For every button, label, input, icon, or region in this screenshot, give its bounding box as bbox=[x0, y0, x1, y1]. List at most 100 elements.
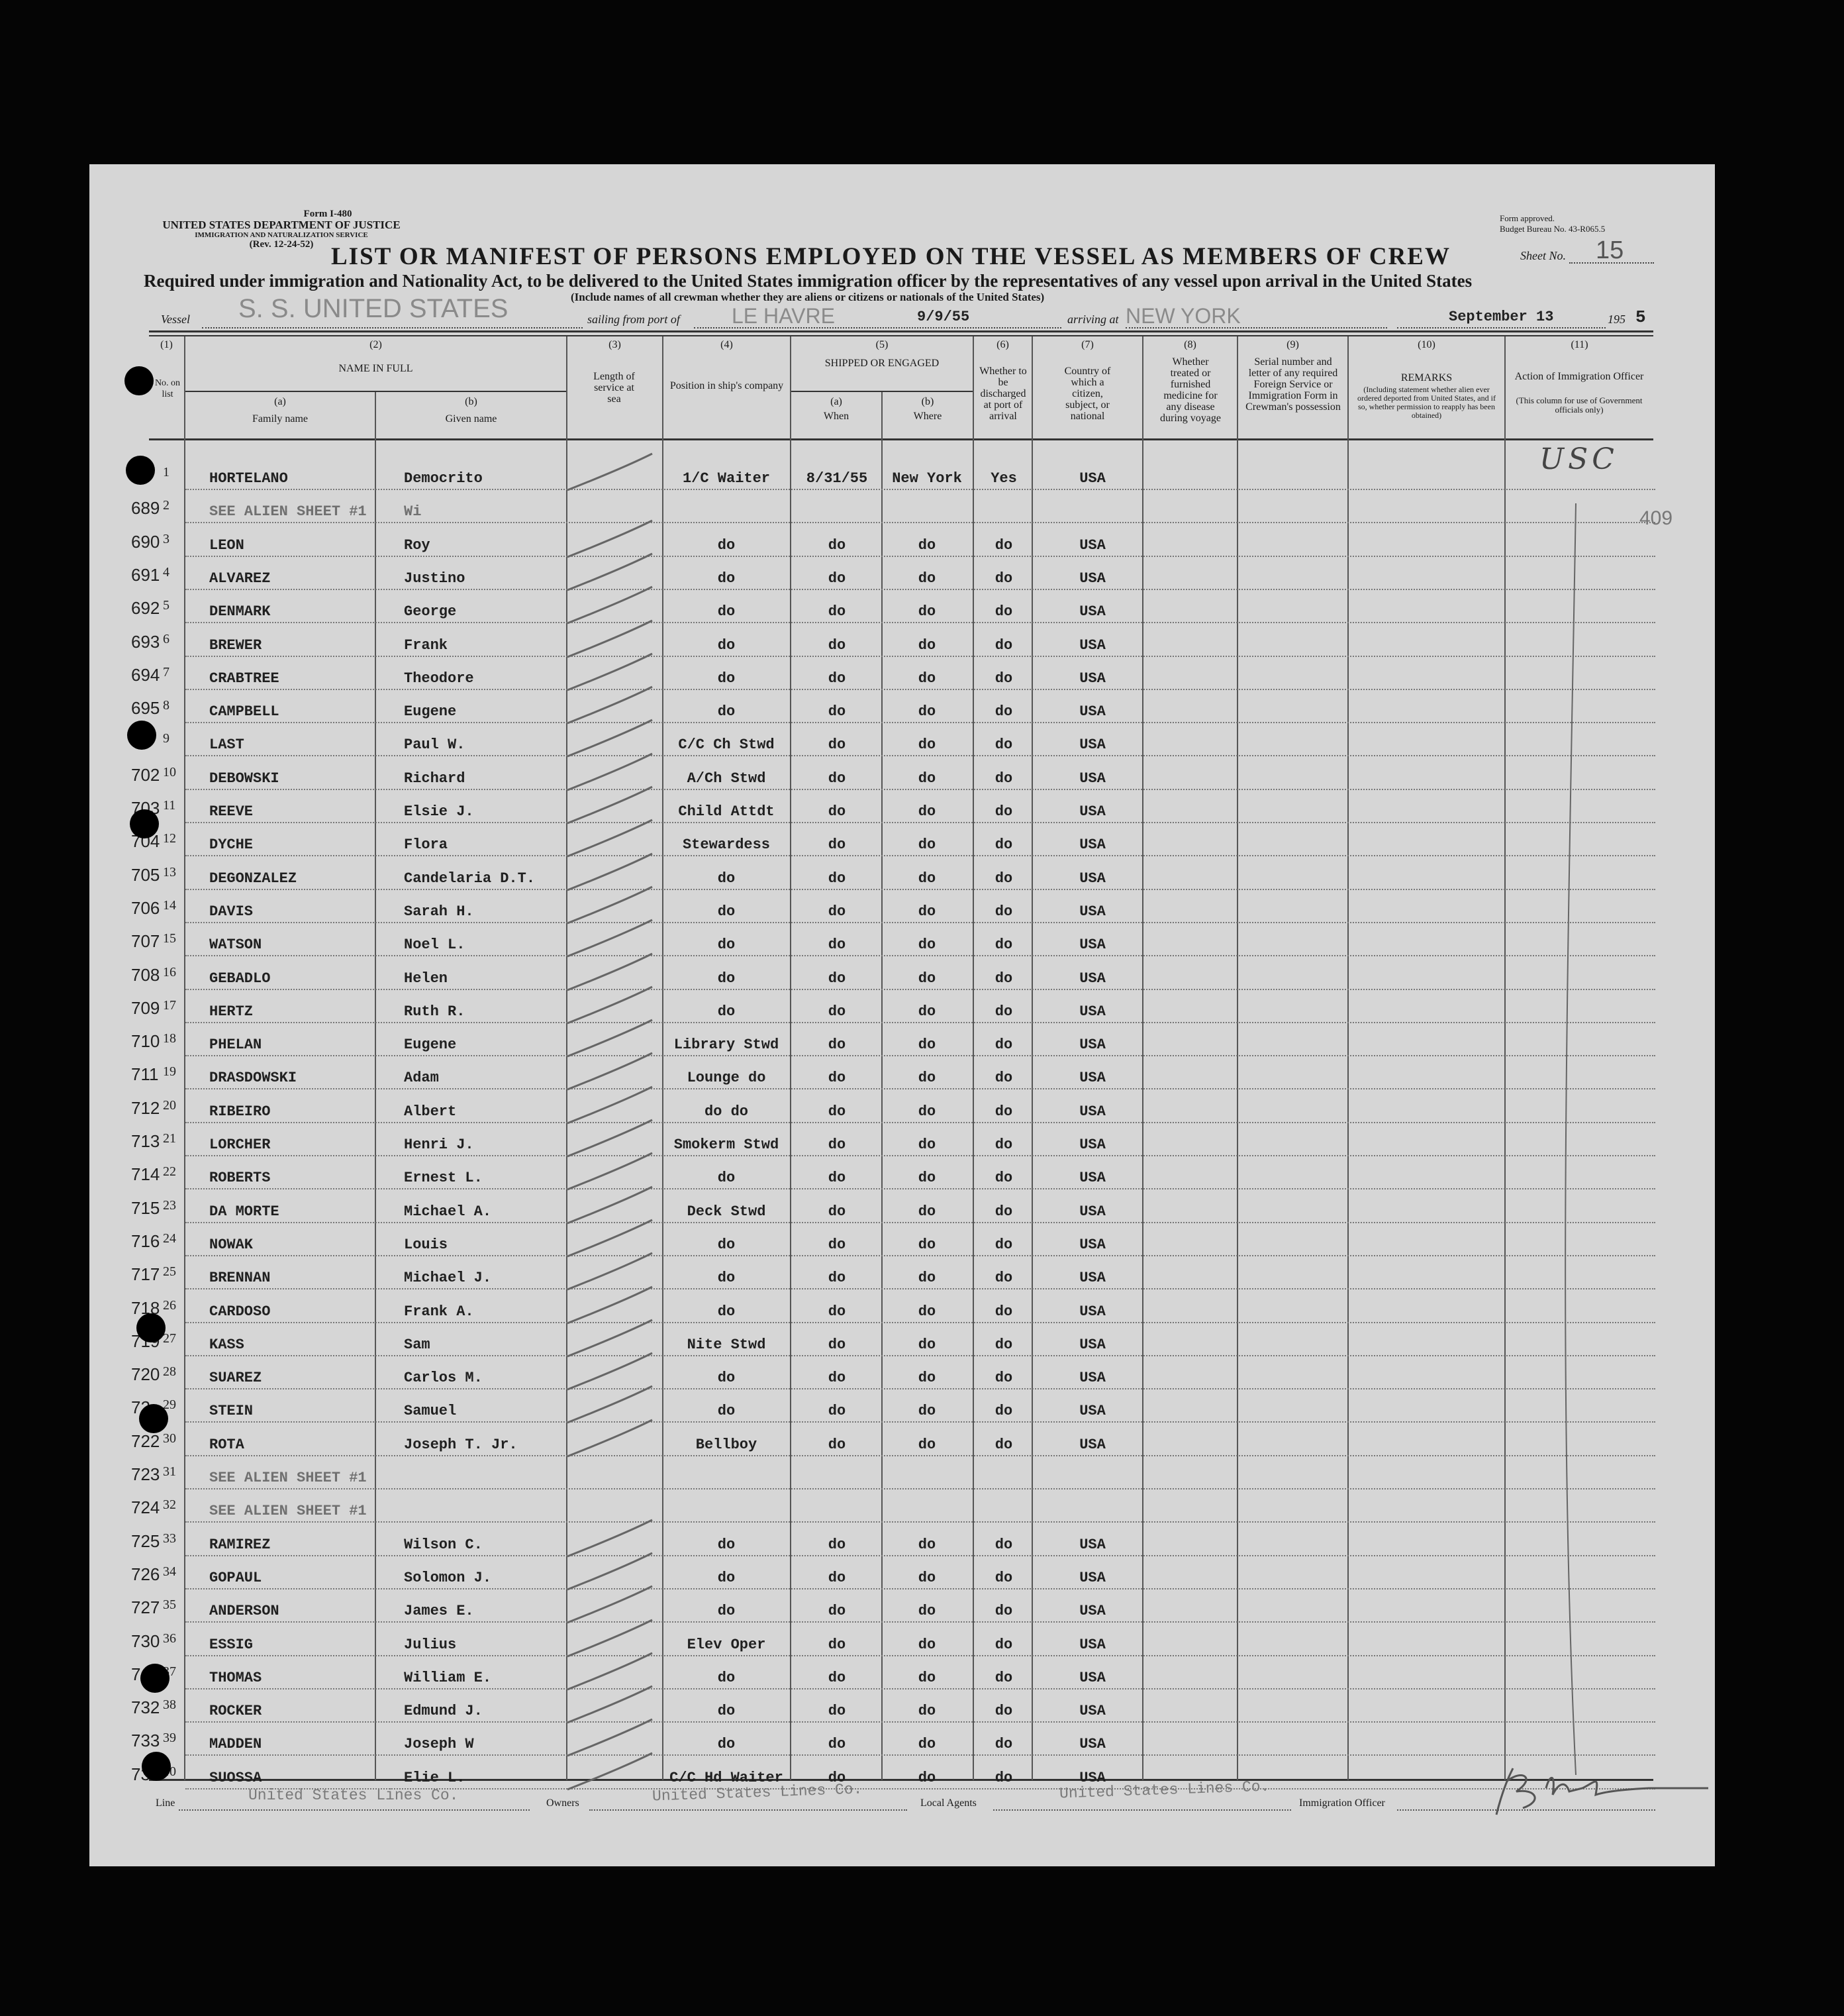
cell-position: do bbox=[717, 1536, 736, 1553]
punch-hole bbox=[139, 1404, 168, 1433]
col7-number: (7) bbox=[1081, 339, 1094, 350]
line-number: 15 bbox=[163, 931, 176, 946]
cell-country: USA bbox=[1079, 603, 1106, 621]
cell-discharged: do bbox=[995, 1703, 1013, 1720]
cell-where: do bbox=[918, 736, 936, 754]
cell-where: do bbox=[918, 1303, 936, 1320]
cell-position: do bbox=[717, 1370, 736, 1387]
header-rule-top bbox=[149, 330, 1653, 332]
cell-given: Ernest L. bbox=[404, 1170, 483, 1187]
cell-position: do bbox=[717, 970, 736, 987]
cell-family: ROBERTS bbox=[209, 1170, 271, 1187]
cell-where: do bbox=[918, 1036, 936, 1054]
cell-given: Frank bbox=[404, 636, 448, 654]
cell-country: USA bbox=[1079, 1569, 1106, 1586]
cell-given: Theodore bbox=[404, 670, 474, 687]
form-number: Form I-480 bbox=[303, 209, 352, 219]
col-divider bbox=[662, 336, 663, 1780]
cell-position: do bbox=[717, 1403, 736, 1420]
cell-position: do bbox=[717, 636, 736, 654]
cell-position: C/C Hd Waiter bbox=[669, 1769, 783, 1786]
col11-number: (11) bbox=[1571, 339, 1588, 350]
line-number: 4 bbox=[163, 564, 170, 580]
cell-where: do bbox=[918, 1703, 936, 1720]
cell-given: Sarah H. bbox=[404, 903, 474, 920]
cell-country: USA bbox=[1079, 1003, 1106, 1020]
col5-label: SHIPPED OR ENGAGED bbox=[824, 358, 940, 369]
cell-family: MADDEN bbox=[209, 1736, 262, 1753]
cell-position: do bbox=[717, 1170, 736, 1187]
row-rule bbox=[185, 722, 1655, 724]
line-number: 9 bbox=[163, 731, 170, 746]
cell-where: do bbox=[918, 1103, 936, 1120]
cell-position: do do bbox=[704, 1103, 749, 1120]
sailing-port: LE HAVRE bbox=[732, 304, 835, 328]
cell-where: do bbox=[918, 970, 936, 987]
cell-given: Paul W. bbox=[404, 736, 465, 754]
cell-country: USA bbox=[1079, 1203, 1106, 1220]
row-rule bbox=[185, 1688, 1655, 1689]
cell-discharged: do bbox=[995, 903, 1013, 920]
pencil-check-mark bbox=[567, 752, 653, 791]
row-rule bbox=[185, 855, 1655, 857]
header-rule-top-2 bbox=[149, 335, 1653, 336]
pencil-check-mark bbox=[567, 819, 653, 858]
approval-line1: Form approved. bbox=[1500, 213, 1555, 223]
shipped-subrule bbox=[790, 391, 973, 392]
cell-when: do bbox=[828, 1703, 846, 1720]
cell-position: do bbox=[717, 936, 736, 954]
officer-signature bbox=[1495, 1768, 1708, 1815]
cell-country: USA bbox=[1079, 1636, 1106, 1653]
row-rule bbox=[185, 655, 1655, 657]
punch-hole bbox=[124, 366, 154, 395]
cell-position: Nite Stwd bbox=[687, 1336, 766, 1353]
cell-where: do bbox=[918, 1003, 936, 1020]
cell-discharged: do bbox=[995, 770, 1013, 787]
line-number: 26 bbox=[163, 1297, 176, 1313]
cell-where: do bbox=[918, 1436, 936, 1453]
cell-family: RAMIREZ bbox=[209, 1536, 271, 1553]
cell-when: do bbox=[828, 1769, 846, 1786]
cell-position: do bbox=[717, 1736, 736, 1753]
cell-discharged: do bbox=[995, 1669, 1013, 1686]
approval-block: Form approved. Budget Bureau No. 43-R065… bbox=[1500, 213, 1605, 234]
row-rule bbox=[185, 1221, 1655, 1223]
cell-where: do bbox=[918, 1236, 936, 1253]
col9-number: (9) bbox=[1286, 339, 1299, 350]
cell-position: Library Stwd bbox=[673, 1036, 779, 1054]
punch-hole bbox=[136, 1313, 166, 1342]
row-rule bbox=[185, 1121, 1655, 1123]
cell-when: do bbox=[828, 870, 846, 887]
line-number: 12 bbox=[163, 831, 176, 846]
cell-family: SEE ALIEN SHEET #1 bbox=[209, 1503, 367, 1520]
cell-family: GEBADLO bbox=[209, 970, 271, 987]
row-rule bbox=[185, 1321, 1655, 1323]
cell-discharged: do bbox=[995, 570, 1013, 587]
cell-family: DYCHE bbox=[209, 836, 254, 854]
cell-position: do bbox=[717, 670, 736, 687]
cell-when: do bbox=[828, 1170, 846, 1187]
col10-note: (Including statement whether alien ever … bbox=[1357, 385, 1496, 420]
cell-discharged: do bbox=[995, 1170, 1013, 1187]
pencil-check-mark bbox=[567, 1219, 653, 1258]
col-divider bbox=[973, 336, 974, 1780]
line-number: 32 bbox=[163, 1497, 176, 1513]
cell-country: USA bbox=[1079, 1036, 1106, 1054]
pencil-check-mark bbox=[567, 1119, 653, 1158]
cell-when: do bbox=[828, 1003, 846, 1020]
pencil-check-mark bbox=[567, 1252, 653, 1291]
side-number: 409 bbox=[1639, 507, 1673, 529]
cell-given: Frank A. bbox=[404, 1303, 474, 1320]
sheet-label: Sheet No. bbox=[1520, 249, 1566, 262]
line-number: 33 bbox=[163, 1531, 176, 1546]
col-divider bbox=[881, 392, 883, 1780]
cell-when: do bbox=[828, 736, 846, 754]
subtitle: Required under immigration and Nationali… bbox=[144, 271, 1473, 291]
row-rule bbox=[185, 788, 1655, 790]
cell-discharged: do bbox=[995, 736, 1013, 754]
cell-country: USA bbox=[1079, 1436, 1106, 1453]
line-number: 18 bbox=[163, 1031, 176, 1046]
cell-country: USA bbox=[1079, 1669, 1106, 1686]
cell-country: USA bbox=[1079, 1736, 1106, 1753]
cell-discharged: do bbox=[995, 1003, 1013, 1020]
